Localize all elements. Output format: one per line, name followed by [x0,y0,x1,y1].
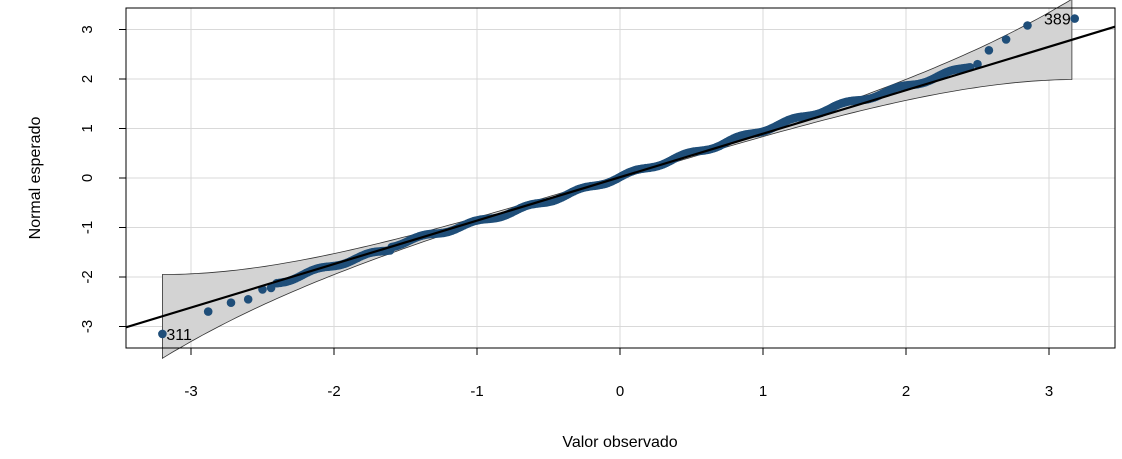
x-tick-label: 3 [1045,383,1053,400]
x-tick-label: 0 [616,383,624,400]
x-tick-label: 1 [759,383,767,400]
data-point [266,283,276,293]
data-point [1023,21,1032,30]
y-tick-label: 2 [79,75,96,83]
y-tick-label: 3 [79,25,96,33]
y-tick-label: -3 [79,320,96,333]
y-tick-label: 1 [79,124,96,132]
x-tick-label: -1 [470,383,483,400]
y-axis-label: Normal esperado [27,117,44,240]
x-axis-label: Valor observado [562,434,677,451]
data-point [243,295,253,304]
y-axis-ticks: -3 -2 -1 0 1 2 3 [79,25,126,333]
data-point [984,46,994,55]
y-tick-label: -2 [79,270,96,283]
point-label: 389 [1044,12,1071,29]
x-tick-label: -2 [327,383,340,400]
y-tick-label: -1 [79,221,96,234]
data-point [203,307,213,316]
data-point [1070,14,1079,23]
x-axis-ticks: -3 -2 -1 0 1 2 3 [184,348,1053,400]
data-point [226,298,236,308]
data-point [158,329,167,339]
point-labels: 311 389 [166,12,1070,344]
reference-line [125,25,1116,329]
y-tick-label: 0 [79,174,96,182]
point-label: 311 [166,327,192,344]
x-tick-label: 2 [902,383,910,400]
reference-line-group [125,25,1116,329]
data-point [1001,35,1011,44]
data-point [973,59,982,69]
x-tick-label: -3 [184,383,197,400]
